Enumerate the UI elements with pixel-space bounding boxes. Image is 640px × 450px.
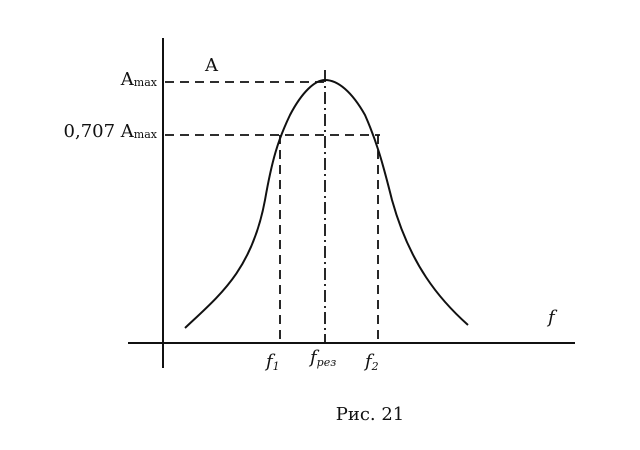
- sub: max: [134, 128, 158, 141]
- main: 0,707 A: [64, 121, 135, 142]
- sub: рез: [317, 356, 337, 369]
- amax-label: Amax: [120, 69, 158, 90]
- x-axis-label: f: [546, 307, 558, 328]
- main: A: [120, 69, 135, 90]
- sub: 1: [273, 360, 280, 373]
- y-axis-label: A: [204, 55, 219, 76]
- resonance-curve: [184, 78, 469, 329]
- f2-label: f2: [363, 351, 379, 373]
- fres-label: fрез: [308, 347, 336, 369]
- sub: 2: [371, 360, 379, 373]
- a707-label: 0,707 Amax: [64, 121, 158, 142]
- f1-label: f1: [264, 351, 280, 373]
- caption: Рис. 21: [336, 404, 405, 425]
- sub: max: [134, 76, 158, 89]
